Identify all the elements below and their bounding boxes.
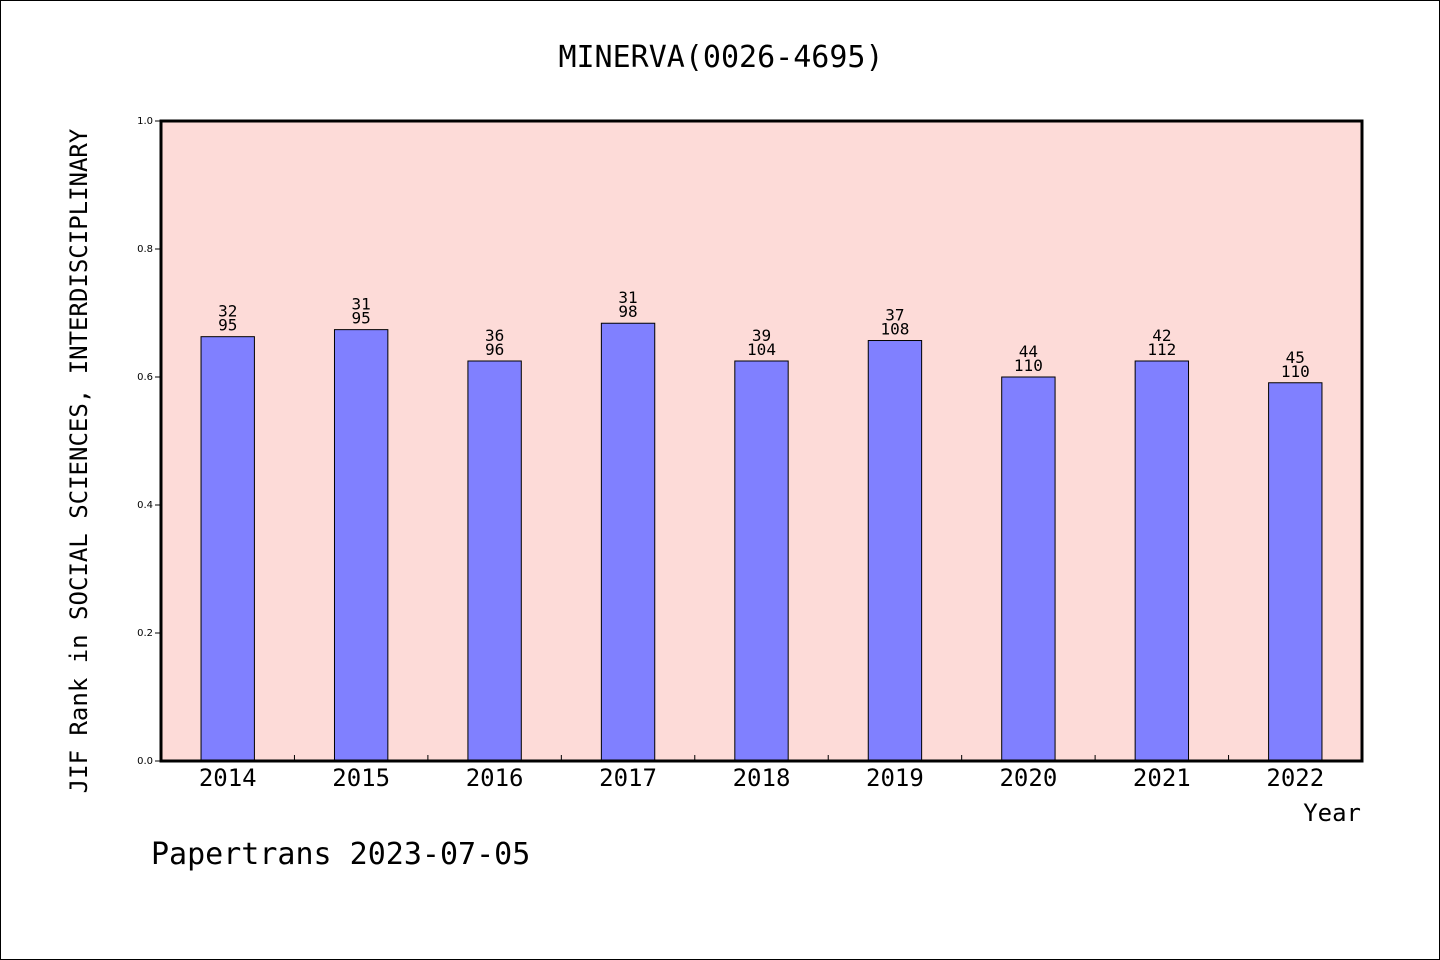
- x-tick-label: 2014: [199, 764, 257, 792]
- y-tick-label: 1.0: [137, 116, 153, 127]
- chart-title: MINERVA(0026-4695): [558, 40, 883, 75]
- bar-total-label: 110: [1014, 356, 1043, 375]
- y-tick-label: 0.4: [137, 500, 153, 511]
- x-tick-label: 2015: [332, 764, 390, 792]
- bar-rank-label: 45: [1286, 348, 1305, 367]
- bar-total-label: 98: [618, 302, 637, 321]
- y-axis-label: JIF Rank in SOCIAL SCIENCES, INTERDISCIP…: [65, 128, 93, 793]
- bar-2020: [1001, 376, 1056, 762]
- bar-rank-label: 39: [752, 326, 771, 345]
- x-tick-label: 2020: [999, 764, 1057, 792]
- bar-total-label: 108: [880, 320, 909, 339]
- x-axis: 2014 2015 2016 2017 2018 2019 2020 2021 2022: [199, 755, 1324, 792]
- bar-total-label: 96: [485, 340, 504, 359]
- bar-total-label: 110: [1281, 362, 1310, 381]
- y-tick-label: 0.8: [137, 244, 153, 255]
- bar-total-label: 95: [218, 316, 237, 335]
- bar-rank-label: 42: [1152, 326, 1171, 345]
- x-tick-label: 2019: [866, 764, 924, 792]
- y-tick-label: 0.2: [137, 628, 153, 639]
- x-tick-label: 2017: [599, 764, 657, 792]
- bar-2018: [734, 360, 789, 762]
- bar-2014: [200, 336, 255, 762]
- bar-2022: [1268, 382, 1323, 762]
- bar-2016: [467, 360, 522, 762]
- bars-layer: [200, 322, 1323, 762]
- y-axis: 0.0 0.2 0.4 0.6 0.8 1.0: [137, 116, 161, 767]
- bar-2015: [333, 329, 389, 762]
- y-tick-label: 0.6: [137, 372, 153, 383]
- x-tick-label: 2022: [1266, 764, 1324, 792]
- bar-rank-label: 36: [485, 326, 504, 345]
- footer-credit: Papertrans 2023-07-05: [151, 837, 530, 872]
- bar-rank-label: 37: [885, 306, 904, 325]
- bar-rank-label: 32: [218, 302, 237, 321]
- bar-2017: [600, 322, 656, 762]
- bar-rank-label: 31: [618, 288, 637, 307]
- bar-2021: [1134, 360, 1190, 762]
- x-axis-label: Year: [1303, 799, 1361, 827]
- x-tick-label: 2016: [466, 764, 524, 792]
- bar-rank-label: 31: [352, 295, 371, 314]
- plot-border: [159, 119, 1364, 763]
- x-tick-label: 2021: [1133, 764, 1191, 792]
- bar-2019: [867, 340, 923, 762]
- bar-total-label: 112: [1147, 340, 1176, 359]
- x-tick-label: 2018: [733, 764, 791, 792]
- y-tick-label: 0.0: [137, 756, 153, 767]
- bar-total-label: 95: [352, 309, 371, 328]
- bar-rank-label: 44: [1019, 342, 1038, 361]
- bar-total-label: 104: [747, 340, 776, 359]
